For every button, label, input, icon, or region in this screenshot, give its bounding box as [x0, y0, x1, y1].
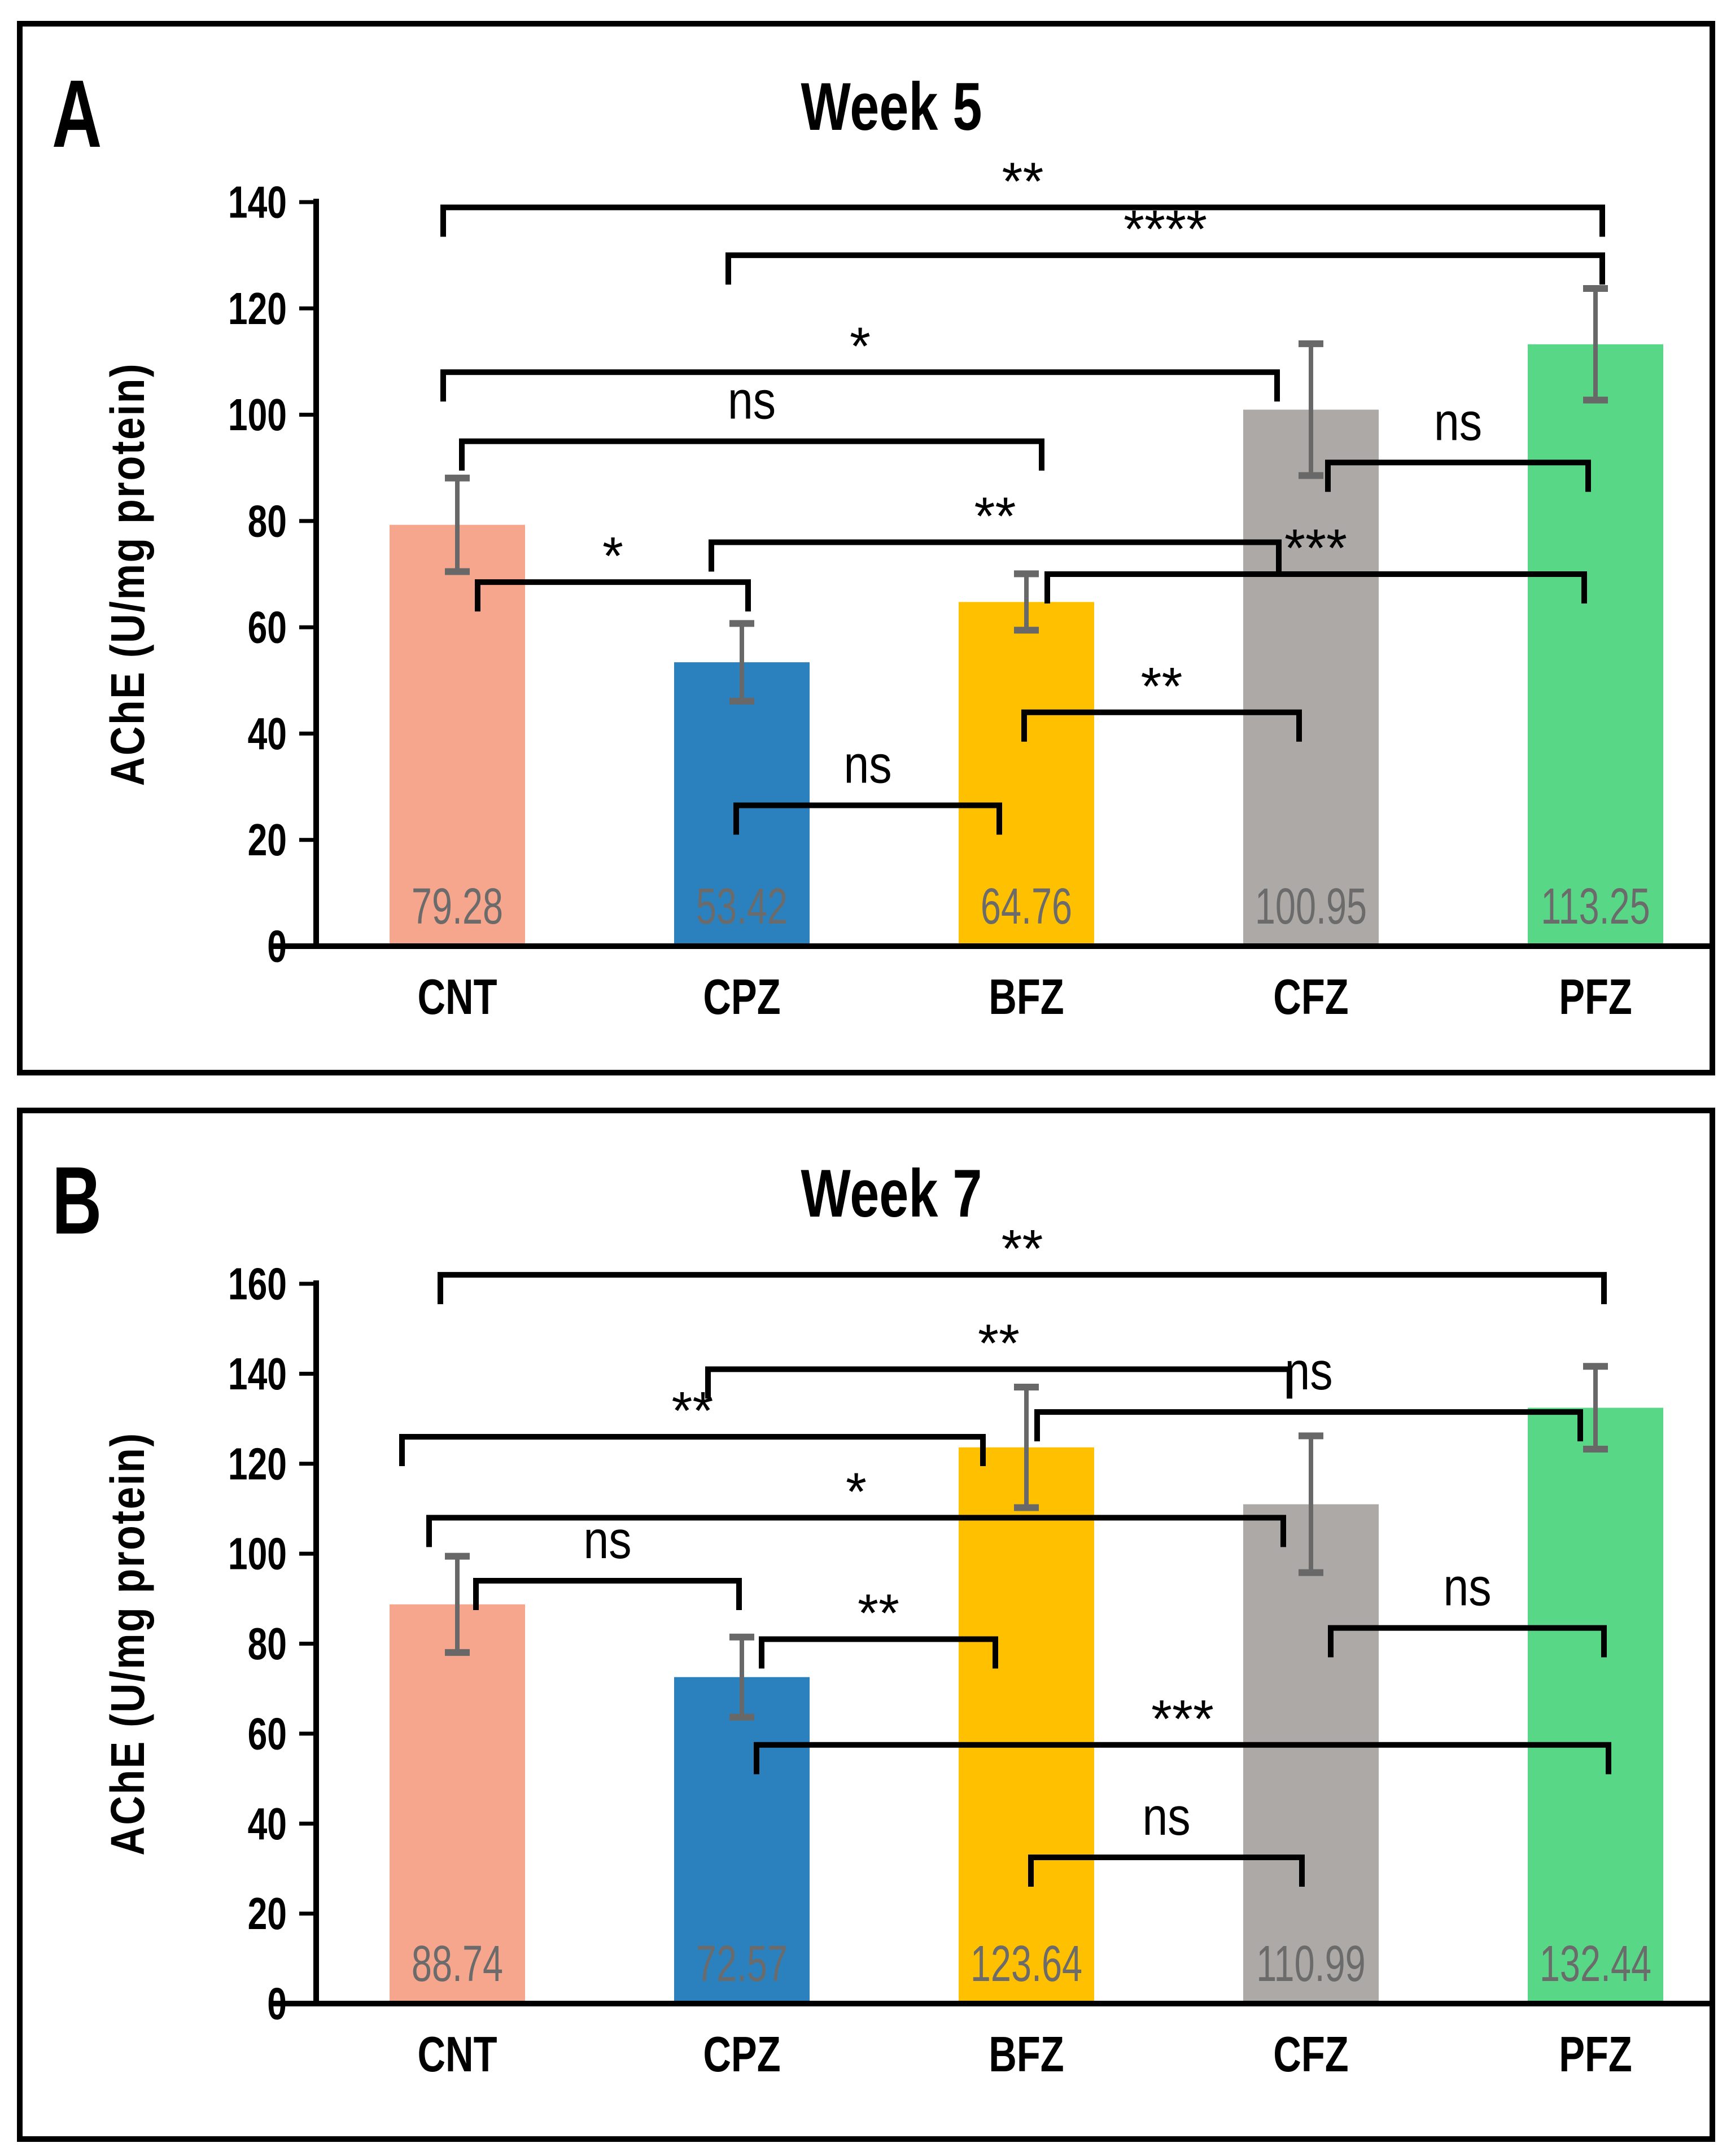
x-label-cpz: CPZ — [703, 969, 780, 1025]
y-tick-label-40: 40 — [248, 1799, 287, 1849]
panel-title-week5: Week 5 — [801, 69, 982, 145]
sig-bracket-cnt-pfz — [440, 204, 1605, 237]
sig-label-cnt-cfz: * — [846, 1462, 867, 1521]
sig-bracket-cpz-pfz — [754, 1742, 1611, 1774]
panel-title-week7: Week 7 — [801, 1156, 982, 1231]
panel-week7: B Week 7 0 20 40 60 80 100 120 140 160 AChE (U/mg… — [17, 1108, 1715, 2142]
bar-value-cpz: 53.42 — [696, 878, 788, 935]
sig-bracket-cpz-pfz — [725, 252, 1605, 285]
chart-week7: 0 20 40 60 80 100 120 140 160 AChE (U/mg protein)… — [101, 1219, 1710, 2082]
y-tick-label-140: 140 — [228, 1349, 287, 1399]
bar-bfz — [959, 602, 1094, 946]
sig-label-cpz-pfz: **** — [1124, 199, 1207, 259]
sig-label-cnt-pfz: ** — [1002, 1219, 1043, 1279]
sig-bracket-bfz-cfz — [1021, 709, 1302, 742]
sig-bracket-bfz-pfz — [1044, 571, 1587, 603]
sig-label-cpz-cfz: ** — [974, 487, 1016, 546]
sig-bracket-cnt-cpz — [475, 579, 751, 612]
y-tick-label-80: 80 — [248, 496, 287, 546]
y-tick-label-60: 60 — [248, 1708, 287, 1759]
sig-label-cpz-pfz: *** — [1151, 1689, 1214, 1749]
sig-bracket-cfz-pfz — [1328, 1625, 1607, 1658]
bar-value-pfz: 132.44 — [1540, 1936, 1651, 1992]
sig-label-cnt-bfz: ** — [672, 1381, 714, 1441]
sig-bracket-cpz-bfz — [733, 802, 1002, 835]
y-tick-label-160: 160 — [228, 1259, 287, 1309]
sig-label-bfz-cfz: ns — [1142, 1787, 1190, 1847]
sig-label-bfz-pfz: *** — [1284, 518, 1347, 578]
y-tick-label-0: 0 — [267, 921, 287, 972]
bar-value-cfz: 100.95 — [1255, 878, 1367, 935]
y-tick-label-40: 40 — [248, 709, 287, 759]
y-tick-label-100: 100 — [228, 390, 287, 440]
x-label-bfz: BFZ — [989, 969, 1064, 1025]
sig-label-cpz-bfz: ** — [858, 1584, 899, 1643]
bar-cnt — [390, 524, 525, 946]
sig-bracket-cnt-cfz — [440, 369, 1280, 402]
sig-bracket-cpz-cfz — [709, 539, 1282, 572]
panel-week5: A Week 5 0 20 40 60 80 100 120 140 AChE (U/mg pr… — [17, 21, 1715, 1075]
sig-label-cnt-bfz: ns — [728, 371, 776, 431]
x-label-cnt: CNT — [417, 2026, 497, 2082]
sig-bracket-bfz-pfz — [1034, 1409, 1583, 1442]
bar-value-cnt: 88.74 — [412, 1936, 503, 1992]
x-label-pfz: PFZ — [1559, 2026, 1632, 2082]
sig-bracket-cnt-bfz — [399, 1433, 986, 1466]
y-tick-label-20: 20 — [248, 815, 287, 865]
sig-label-bfz-cfz: ** — [1141, 657, 1183, 716]
sig-label-cfz-pfz: ns — [1434, 392, 1482, 452]
x-label-pfz: PFZ — [1559, 969, 1632, 1025]
bar-value-pfz: 113.25 — [1541, 878, 1650, 935]
sig-bracket-cnt-cpz — [473, 1577, 742, 1610]
panel-letter-b: B — [52, 1147, 102, 1254]
x-label-cfz: CFZ — [1273, 969, 1348, 1025]
sig-bracket-cfz-pfz — [1325, 460, 1591, 492]
y-tick-label-100: 100 — [228, 1529, 287, 1579]
sig-bracket-cpz-bfz — [759, 1636, 998, 1669]
bar-bfz — [959, 1447, 1094, 2004]
y-tick-label-60: 60 — [248, 602, 287, 653]
x-label-cnt: CNT — [417, 969, 497, 1025]
bar-cnt — [390, 1604, 525, 2004]
bar-pfz — [1528, 344, 1663, 946]
sig-bracket-bfz-cfz — [1028, 1855, 1305, 1887]
x-label-cfz: CFZ — [1273, 2026, 1348, 2082]
y-axis-label: AChE (U/mg protein) — [101, 1432, 154, 1856]
sig-bracket-cnt-cfz — [426, 1515, 1286, 1547]
sig-label-cpz-bfz: ns — [843, 735, 891, 795]
sig-label-cpz-cfz: ** — [978, 1313, 1020, 1373]
sig-label-bfz-pfz: ns — [1284, 1341, 1332, 1401]
x-label-cpz: CPZ — [703, 2026, 780, 2082]
sig-bracket-cpz-cfz — [705, 1366, 1292, 1399]
x-label-bfz: BFZ — [989, 2026, 1064, 2082]
sig-label-cnt-pfz: ** — [1002, 151, 1044, 211]
y-axis-label: AChE (U/mg protein) — [101, 362, 154, 786]
y-tick-label-120: 120 — [228, 1438, 287, 1489]
y-tick-label-20: 20 — [248, 1888, 287, 1939]
sig-label-cnt-cpz: ns — [583, 1510, 631, 1570]
sig-bracket-cnt-pfz — [438, 1272, 1607, 1305]
bar-value-cpz: 72.57 — [696, 1936, 788, 1992]
y-tick-label-140: 140 — [228, 177, 287, 228]
y-tick-label-80: 80 — [248, 1619, 287, 1669]
bar-cfz — [1243, 409, 1379, 946]
bar-value-cfz: 110.99 — [1256, 1936, 1365, 1992]
sig-label-cnt-cfz: * — [850, 316, 871, 376]
y-tick-label-0: 0 — [267, 1979, 287, 2029]
bar-value-bfz: 123.64 — [971, 1936, 1082, 1992]
bar-cpz — [674, 1677, 810, 2004]
sig-bracket-cnt-bfz — [459, 438, 1044, 471]
panel-letter-a: A — [52, 60, 102, 168]
sig-label-cfz-pfz: ns — [1443, 1558, 1491, 1617]
sig-label-cnt-cpz: * — [602, 526, 623, 586]
y-tick-label-120: 120 — [228, 283, 287, 334]
bar-pfz — [1528, 1407, 1663, 2004]
bar-cfz — [1243, 1504, 1379, 2004]
bar-value-bfz: 64.76 — [981, 878, 1072, 935]
bar-value-cnt: 79.28 — [412, 878, 503, 935]
